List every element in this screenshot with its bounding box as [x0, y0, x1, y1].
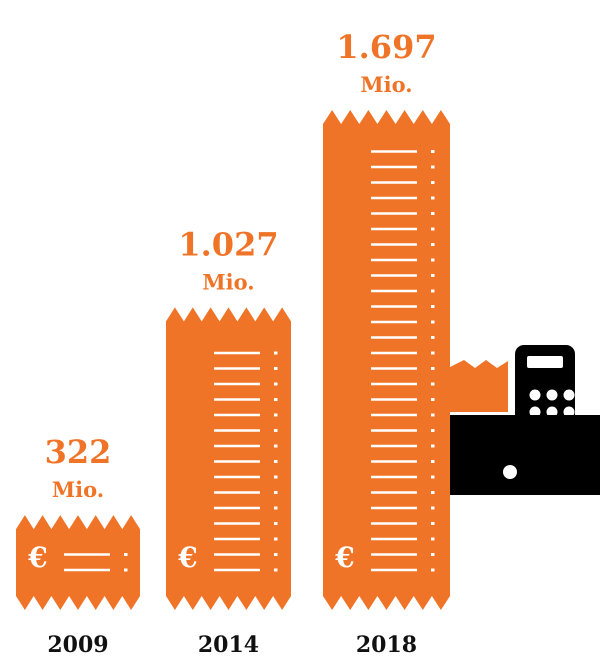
- year-labels: 2009 2014 2018: [47, 632, 417, 658]
- cash-register-icon: [420, 345, 600, 495]
- unit-label-2014: Mio.: [202, 269, 254, 294]
- receipt-bar-2014: €: [166, 307, 291, 610]
- bar-2018: [323, 110, 450, 610]
- bar-2009: [16, 515, 140, 610]
- register-receipt-slip: [450, 360, 508, 412]
- receipt-lines: [214, 351, 278, 572]
- register-drawer: [450, 450, 600, 495]
- register-screen: [527, 356, 563, 368]
- receipt-bar-2009: €: [16, 515, 140, 610]
- value-labels: 322 Mio. 1.027 Mio. 1.697 Mio.: [45, 28, 437, 502]
- bars: € € €: [16, 110, 450, 610]
- drawer-knob: [503, 465, 517, 479]
- value-label-2018: 1.697: [336, 28, 436, 66]
- year-label-2014: 2014: [198, 632, 259, 658]
- euro-sign: €: [177, 541, 197, 574]
- unit-label-2018: Mio.: [360, 72, 412, 97]
- value-label-2009: 322: [45, 433, 112, 471]
- unit-label-2009: Mio.: [52, 477, 104, 502]
- receipt-lines: [371, 150, 435, 572]
- euro-sign: €: [334, 541, 354, 574]
- year-label-2009: 2009: [47, 632, 108, 658]
- euro-sign: €: [27, 541, 47, 574]
- year-label-2018: 2018: [356, 632, 417, 658]
- value-label-2014: 1.027: [178, 225, 278, 263]
- receipt-lines: [64, 553, 128, 572]
- receipt-bar-2018: €: [323, 110, 450, 610]
